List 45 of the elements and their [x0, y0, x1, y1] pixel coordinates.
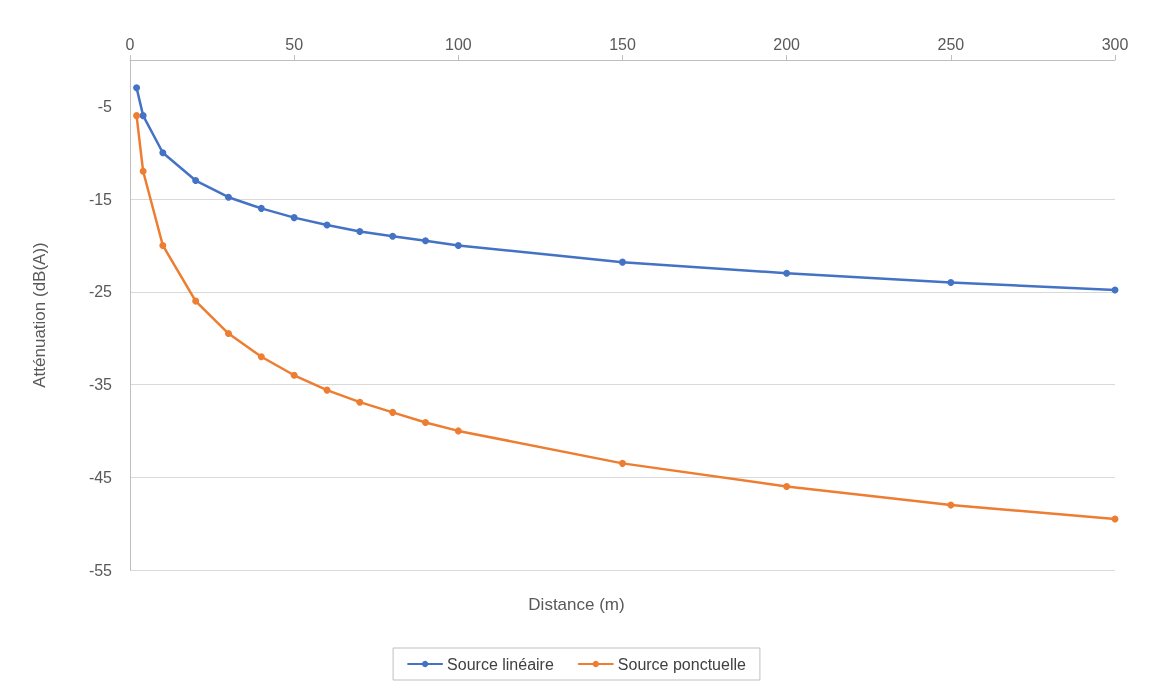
y-tick-label: -5 — [97, 97, 113, 115]
point — [422, 419, 429, 427]
y-tick-label: -35 — [88, 376, 113, 394]
point — [159, 149, 167, 157]
x-tick-label: 50 — [285, 35, 304, 53]
x-tick-label: 0 — [125, 35, 135, 53]
x-tick-label: 300 — [1101, 35, 1129, 53]
x-tick-label: 100 — [444, 35, 472, 53]
point — [139, 167, 147, 175]
point — [619, 258, 626, 266]
point — [422, 237, 429, 245]
x-axis-title: Distance (m) — [528, 595, 625, 614]
point — [192, 177, 200, 185]
point — [783, 269, 791, 277]
point — [257, 204, 265, 212]
point — [389, 408, 397, 416]
y-tick-label: -25 — [88, 283, 113, 301]
point — [290, 371, 298, 379]
point — [290, 214, 298, 222]
y-tick-label: -15 — [88, 190, 113, 208]
point — [619, 459, 626, 467]
point — [139, 112, 147, 120]
point — [225, 330, 232, 338]
point — [783, 483, 791, 491]
point — [225, 193, 232, 201]
point — [133, 84, 141, 92]
legend-label: Source linéaire — [447, 655, 554, 673]
point — [454, 427, 462, 435]
point — [389, 232, 397, 240]
point — [133, 112, 141, 120]
y-axis-title: Atténuation (dB(A)) — [30, 242, 49, 388]
point — [356, 228, 364, 236]
point — [159, 241, 167, 249]
point — [356, 398, 364, 406]
x-tick-label: 150 — [609, 35, 636, 53]
y-tick-label: -55 — [88, 561, 113, 579]
point — [947, 279, 955, 287]
point — [454, 241, 462, 249]
legend-label: Source ponctuelle — [617, 655, 747, 673]
x-tick-label: 250 — [937, 35, 965, 53]
x-tick-label: 200 — [773, 35, 801, 53]
point — [947, 501, 955, 509]
point — [257, 353, 265, 361]
point — [192, 297, 200, 305]
y-tick-label: -45 — [88, 468, 113, 486]
